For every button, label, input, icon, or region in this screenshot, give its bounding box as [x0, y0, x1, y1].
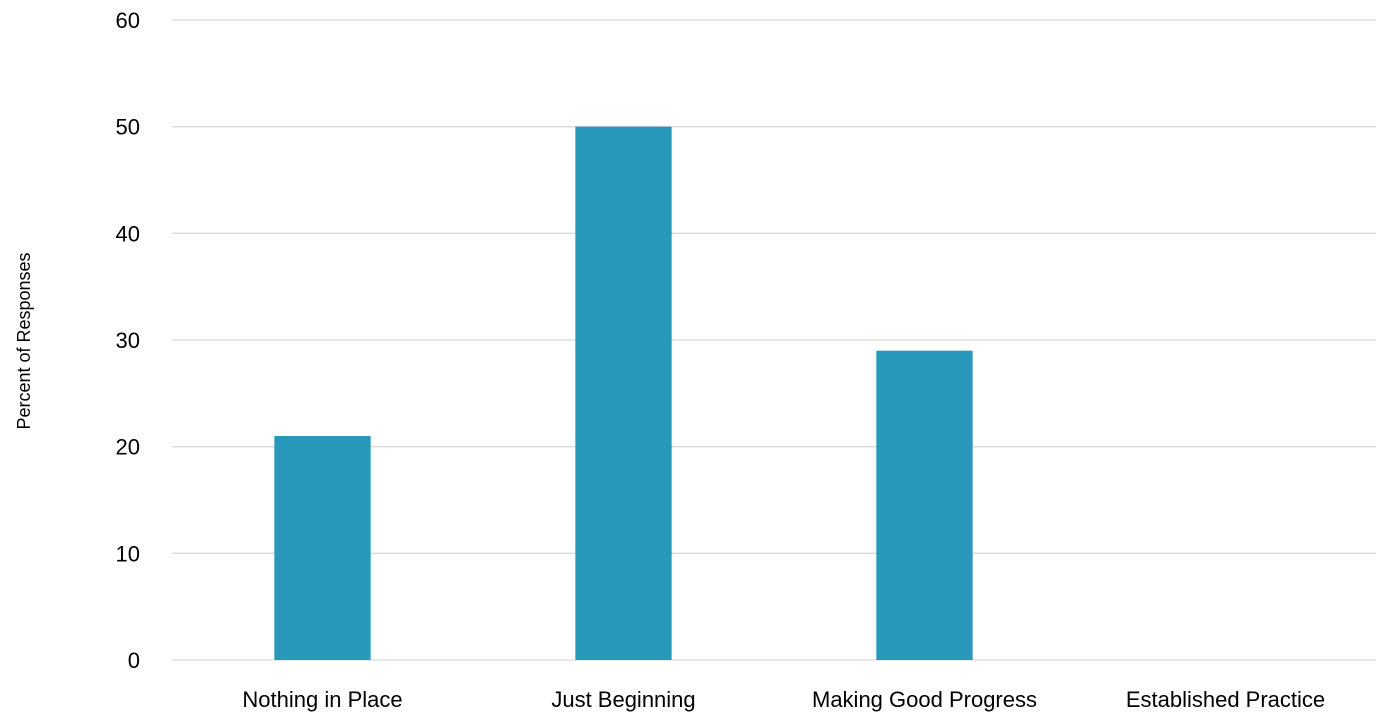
bar-nothing-in-place: [274, 436, 371, 660]
y-tick-label: 60: [116, 8, 140, 33]
category-label: Just Beginning: [551, 687, 695, 712]
y-tick-label: 50: [116, 115, 140, 140]
category-label: Established Practice: [1126, 687, 1325, 712]
bars: [274, 126, 973, 660]
bar-making-good-progress: [876, 350, 973, 660]
gridlines: [172, 19, 1376, 661]
category-label: Nothing in Place: [242, 687, 402, 712]
y-tick-label: 40: [116, 221, 140, 246]
y-tick-label: 20: [116, 435, 140, 460]
y-tick-label: 0: [128, 648, 140, 673]
y-axis-title: Percent of Responses: [14, 252, 34, 429]
y-tick-label: 30: [116, 328, 140, 353]
bar-just-beginning: [575, 126, 672, 660]
category-labels: Nothing in Place Just Beginning Making Goo…: [242, 687, 1325, 712]
category-label: Making Good Progress: [812, 687, 1037, 712]
y-tick-label: 10: [116, 541, 140, 566]
y-tick-labels: 0 10 20 30 40 50 60: [116, 8, 140, 673]
